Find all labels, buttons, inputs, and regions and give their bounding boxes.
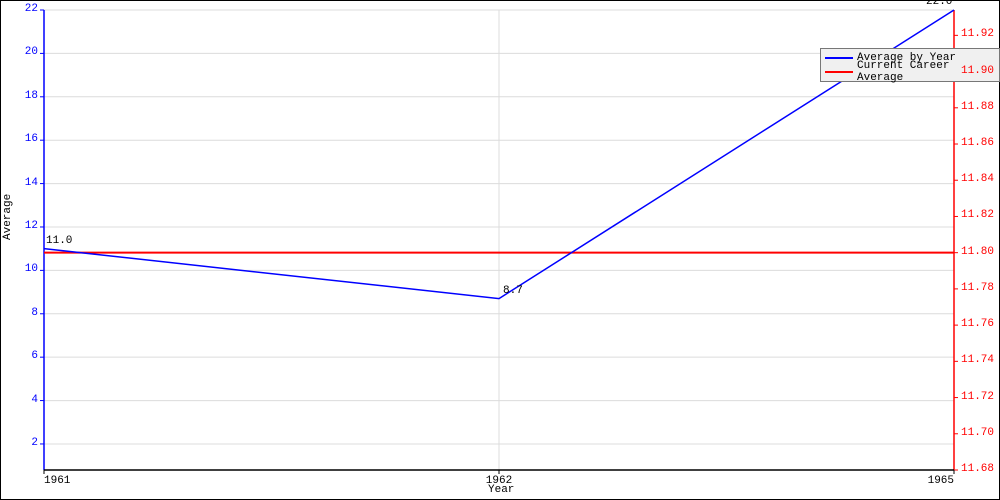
y-right-tick-label: 11.88	[961, 101, 994, 113]
legend-swatch	[825, 71, 853, 73]
y-right-tick-label: 11.90	[961, 65, 994, 77]
y-right-tick-label: 11.78	[961, 282, 994, 294]
y-left-tick-label: 12	[14, 220, 38, 232]
x-tick-label: 1965	[914, 475, 954, 487]
y-right-tick-label: 11.76	[961, 318, 994, 330]
y-left-axis-label: Average	[2, 194, 14, 240]
y-left-tick-label: 22	[14, 3, 38, 15]
data-point-label: 11.0	[46, 235, 72, 247]
y-right-tick-label: 11.72	[961, 391, 994, 403]
y-right-tick-label: 11.84	[961, 173, 994, 185]
x-tick-label: 1962	[479, 475, 519, 487]
y-left-tick-label: 2	[14, 437, 38, 449]
y-right-tick-label: 11.86	[961, 137, 994, 149]
data-point-label: 8.7	[503, 285, 523, 297]
y-right-tick-label: 11.80	[961, 246, 994, 258]
y-right-tick-label: 11.92	[961, 28, 994, 40]
data-point-label: 22.0	[926, 0, 952, 8]
y-left-tick-label: 20	[14, 46, 38, 58]
y-right-tick-label: 11.68	[961, 463, 994, 475]
x-tick-label: 1961	[44, 475, 84, 487]
y-left-tick-label: 10	[14, 263, 38, 275]
y-left-tick-label: 4	[14, 394, 38, 406]
y-left-axis-label-text: Average	[2, 194, 14, 240]
y-left-tick-label: 8	[14, 307, 38, 319]
y-left-tick-label: 18	[14, 90, 38, 102]
y-left-tick-label: 16	[14, 133, 38, 145]
y-right-tick-label: 11.74	[961, 354, 994, 366]
chart-container: Average Year Average by Year Current Car…	[0, 0, 1000, 500]
y-right-tick-label: 11.82	[961, 209, 994, 221]
legend-swatch	[825, 57, 853, 59]
y-left-tick-label: 14	[14, 177, 38, 189]
y-left-tick-label: 6	[14, 350, 38, 362]
y-right-tick-label: 11.70	[961, 427, 994, 439]
